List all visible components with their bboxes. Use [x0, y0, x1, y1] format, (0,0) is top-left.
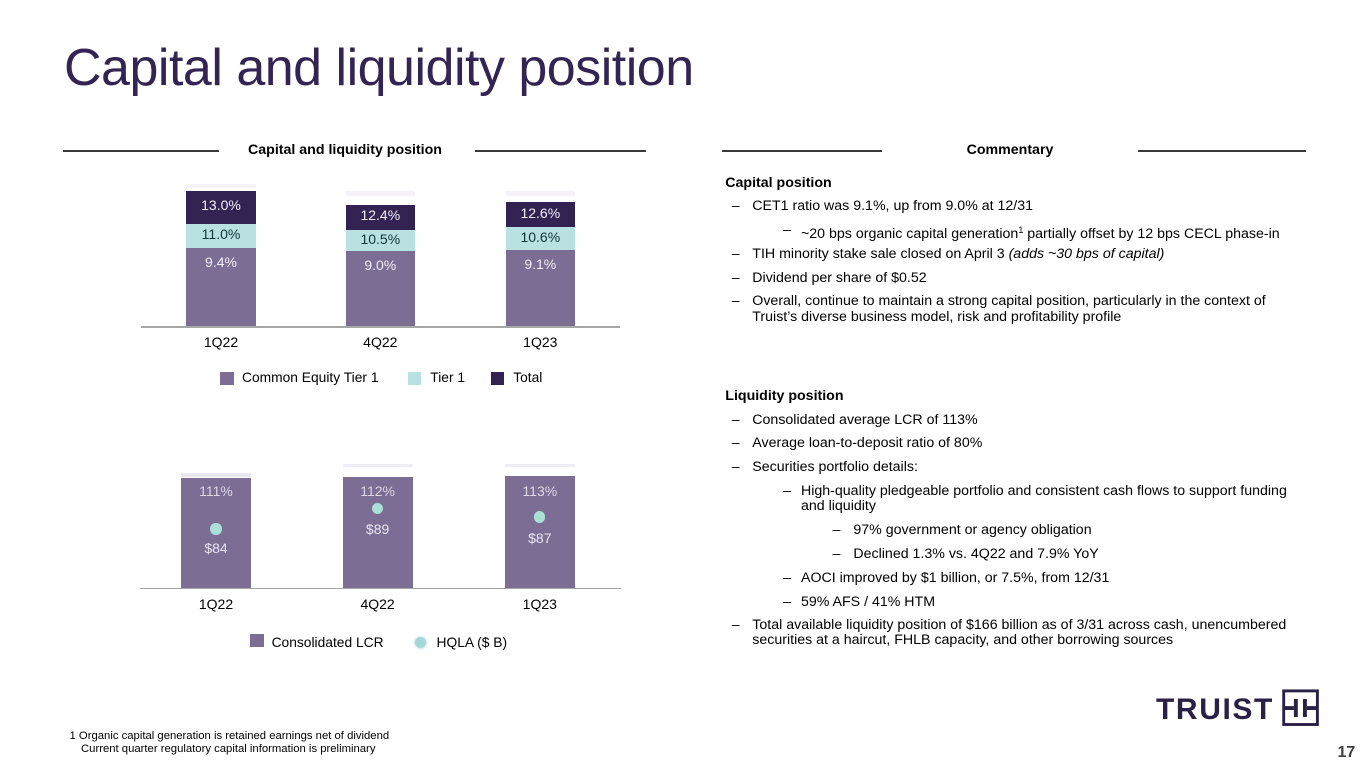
svg-text:TRUIST: TRUIST [1156, 693, 1274, 726]
